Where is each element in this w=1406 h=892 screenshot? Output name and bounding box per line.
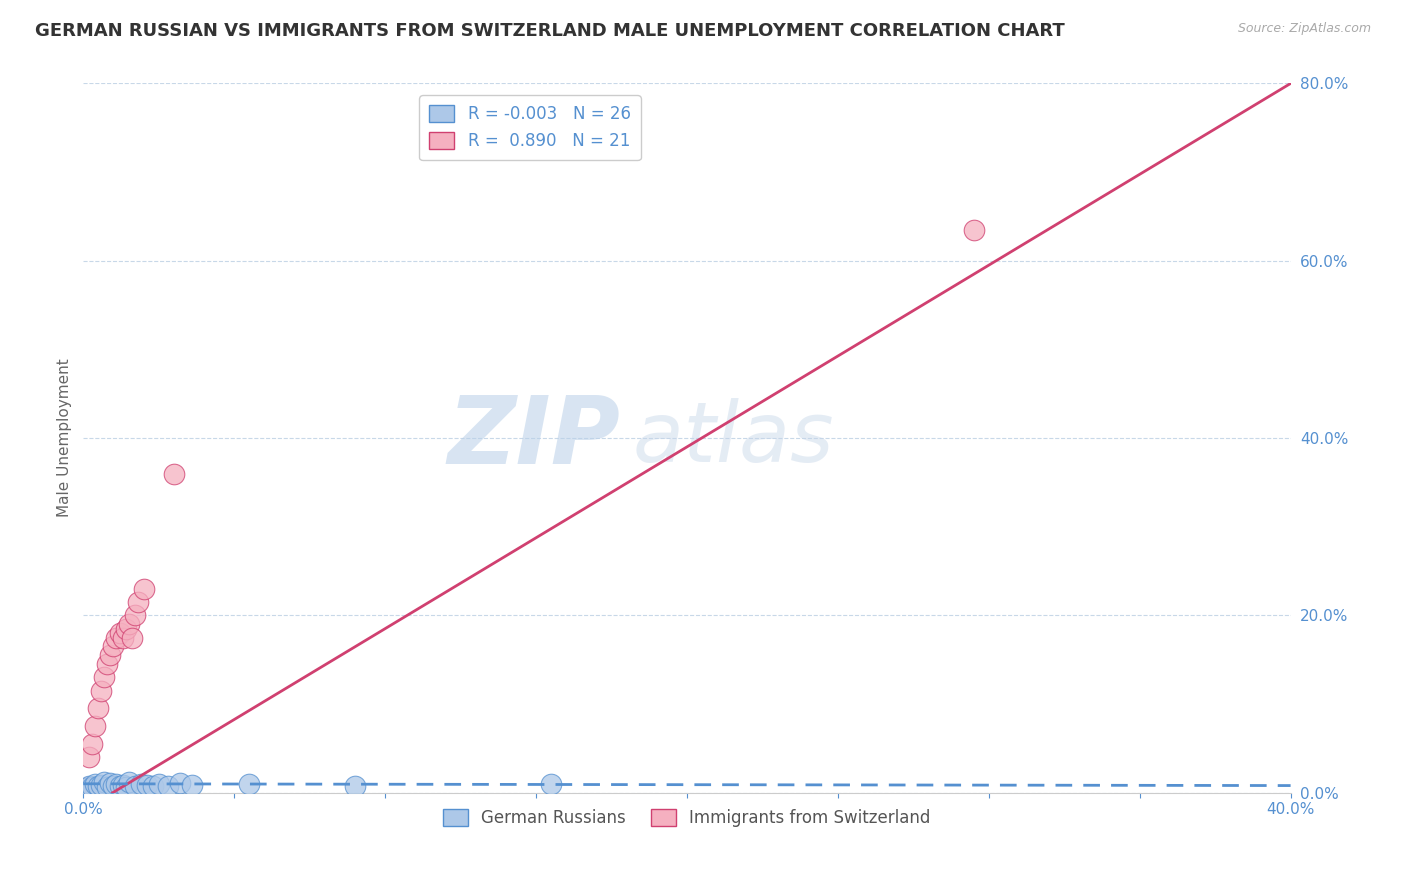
Point — [124, 608, 146, 623]
Point — [103, 779, 125, 793]
Point — [82, 737, 104, 751]
Text: GERMAN RUSSIAN VS IMMIGRANTS FROM SWITZERLAND MALE UNEMPLOYMENT CORRELATION CHAR: GERMAN RUSSIAN VS IMMIGRANTS FROM SWITZE… — [35, 22, 1064, 40]
Point — [90, 683, 112, 698]
Point — [93, 775, 115, 789]
Point — [84, 777, 107, 791]
Point — [148, 777, 170, 791]
Point — [100, 776, 122, 790]
Point — [82, 780, 104, 795]
Point — [79, 750, 101, 764]
Point — [96, 780, 118, 795]
Point — [79, 779, 101, 793]
Point — [127, 595, 149, 609]
Point — [343, 779, 366, 793]
Point — [87, 780, 110, 794]
Point — [93, 670, 115, 684]
Point — [103, 640, 125, 654]
Point — [156, 779, 179, 793]
Point — [163, 467, 186, 481]
Point — [84, 719, 107, 733]
Point — [111, 631, 134, 645]
Point — [181, 778, 204, 792]
Point — [105, 777, 128, 791]
Text: Source: ZipAtlas.com: Source: ZipAtlas.com — [1237, 22, 1371, 36]
Point — [108, 626, 131, 640]
Point — [142, 780, 165, 794]
Point — [124, 779, 146, 793]
Point — [169, 776, 191, 790]
Point — [121, 631, 143, 645]
Point — [117, 775, 139, 789]
Point — [108, 780, 131, 794]
Point — [135, 778, 157, 792]
Point — [238, 777, 260, 791]
Point — [96, 657, 118, 672]
Point — [963, 223, 986, 237]
Point — [75, 781, 97, 796]
Point — [90, 778, 112, 792]
Point — [100, 648, 122, 663]
Y-axis label: Male Unemployment: Male Unemployment — [58, 359, 72, 517]
Legend: German Russians, Immigrants from Switzerland: German Russians, Immigrants from Switzer… — [436, 803, 938, 834]
Point — [87, 701, 110, 715]
Point — [540, 777, 562, 791]
Point — [75, 781, 97, 796]
Point — [117, 617, 139, 632]
Text: ZIP: ZIP — [447, 392, 620, 484]
Point — [111, 778, 134, 792]
Point — [129, 777, 152, 791]
Text: atlas: atlas — [633, 398, 834, 478]
Point — [132, 582, 155, 596]
Point — [114, 780, 136, 795]
Point — [114, 622, 136, 636]
Point — [105, 631, 128, 645]
